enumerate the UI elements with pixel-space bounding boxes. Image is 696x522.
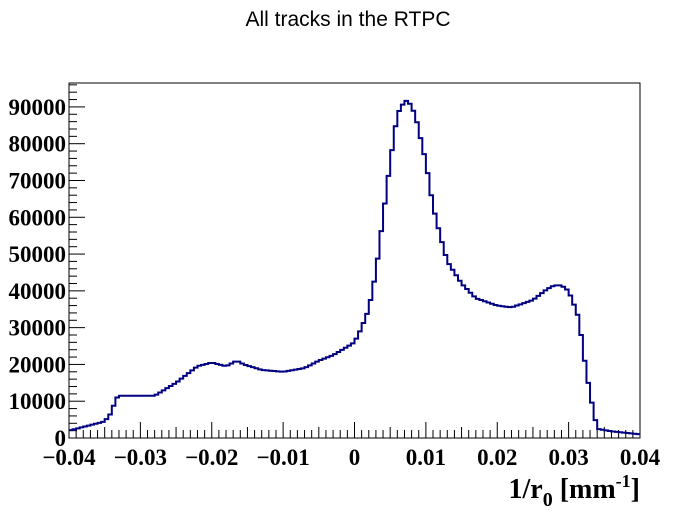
x-tick-label: 0.02 [477,445,517,470]
y-tick-label: 80000 [9,132,67,157]
y-tick-label: 90000 [9,95,67,120]
x-axis-tick-labels: −0.04 −0.03 −0.02 −0.01 0 0.01 0.02 0.03 0.04 [42,445,660,470]
x-tick-label: −0.03 [114,445,167,470]
x-tick-label: −0.01 [256,445,309,470]
x-tick-label: 0 [349,445,361,470]
chart-title: All tracks in the RTPC [245,8,450,31]
x-axis-ticks [68,422,641,438]
y-tick-label: 70000 [9,168,67,193]
x-tick-label: 0.03 [549,445,589,470]
x-tick-label: −0.02 [185,445,238,470]
histogram-series-line [69,99,640,436]
x-axis-label-subscript: 0 [543,489,553,511]
x-axis-label-superscript: -1 [616,471,631,491]
y-tick-label: 20000 [9,352,67,377]
y-tick-label: 10000 [9,389,67,414]
y-tick-label: 60000 [9,205,67,230]
y-axis-ticks [69,84,85,439]
x-axis-label: 1/r0 [mm-1] [508,471,640,511]
plot-frame [68,82,641,439]
y-tick-label: 40000 [9,279,67,304]
x-axis-label-unit-close: ] [631,474,640,505]
y-tick-label: 50000 [9,242,67,267]
x-axis-label-main: 1/r [508,474,542,505]
x-tick-label: −0.04 [42,445,96,470]
y-tick-label: 0 [55,426,67,451]
x-tick-label: 0.01 [406,445,446,470]
y-tick-label: 30000 [9,316,67,341]
y-axis-tick-labels: 0 10000 20000 30000 40000 50000 60000 70000 8000… [9,95,67,451]
x-axis-label-unit: [mm [553,474,616,505]
x-tick-label: 0.04 [620,445,661,470]
